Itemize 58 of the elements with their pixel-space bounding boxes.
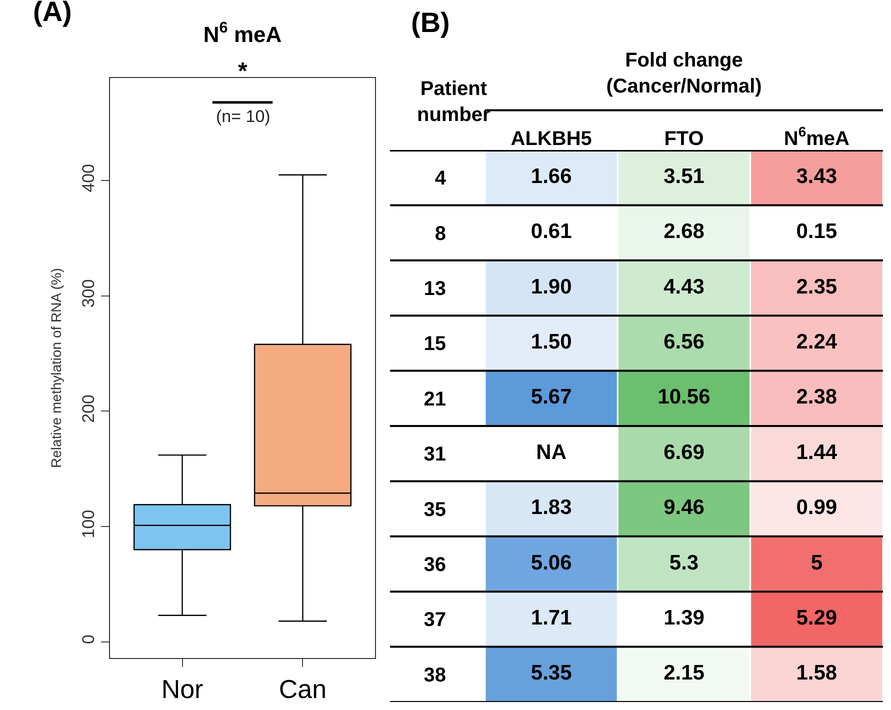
x-tick-label: ALKBH5 [510, 128, 592, 150]
x-tick-label: Nor [161, 674, 204, 704]
data-label: 2.68 [664, 220, 705, 244]
data-label: 10.56 [658, 386, 710, 409]
y-tick-label: 38 [424, 664, 446, 686]
y-tick-label: 15 [424, 333, 446, 356]
data-label: 6.69 [664, 440, 704, 464]
data-label: 9.46 [664, 496, 704, 520]
x-tick-label: Can [278, 674, 327, 704]
data-label: 1.71 [530, 606, 572, 630]
annotation: * [238, 58, 248, 85]
data-label: 5.67 [530, 386, 572, 409]
data-label: 0.99 [796, 496, 838, 520]
y-axis-title: Patient number [417, 78, 491, 126]
y-tick-label: 37 [424, 609, 446, 632]
data-label: 1.66 [530, 164, 572, 188]
x-tick-label: N$^{6}$meA [784, 124, 850, 150]
data-label: 3.51 [664, 164, 705, 188]
data-label: 5.35 [530, 662, 572, 685]
y-tick-label: 300 [79, 279, 98, 308]
y-tick-label: 13 [424, 278, 446, 300]
y-axis-title: Relative methylation of RNA (%) [48, 268, 64, 468]
data-label: 1.58 [796, 662, 838, 685]
text: (B) [411, 7, 450, 38]
data-label: 2.35 [796, 275, 838, 298]
x-tick-label: FTO [664, 128, 704, 150]
y-tick-label: 31 [424, 444, 446, 466]
y-tick-label: 0 [79, 634, 98, 644]
data-label: 1.39 [664, 606, 704, 630]
data-label: 2.38 [796, 386, 838, 409]
y-tick-label: 8 [434, 222, 446, 245]
data-label: 2.15 [664, 662, 705, 685]
y-tick-label: 4 [434, 168, 447, 190]
text: (A) [33, 0, 72, 27]
y-tick-label: 200 [79, 394, 98, 423]
data-label: 3.43 [796, 164, 838, 188]
data-label: 5 [810, 551, 823, 574]
text: NA [536, 440, 566, 464]
data-label: 0.61 [530, 220, 572, 244]
data-label: 1.44 [796, 440, 838, 464]
annotation: (n= 10) [216, 107, 270, 126]
data-label: 1.90 [530, 275, 572, 298]
y-tick-label: 35 [424, 498, 446, 521]
y-tick-label: 21 [424, 388, 446, 410]
data-label: 6.56 [664, 330, 704, 354]
data-label: 1.50 [530, 330, 572, 354]
y-tick-label: 100 [79, 510, 98, 538]
data-label: 5.3 [669, 551, 699, 574]
data-label: 4.43 [664, 275, 704, 298]
y-tick-label: 36 [424, 554, 446, 576]
data-label: 5.29 [796, 606, 838, 630]
data-label: 5.06 [530, 551, 572, 574]
data-label: 0.15 [796, 220, 838, 244]
data-label: 2.24 [796, 330, 838, 354]
y-tick-label: 400 [79, 164, 98, 192]
chart-title: Fold change (Cancer/Normal) [606, 50, 762, 98]
data-label: 1.83 [530, 496, 572, 520]
chart-title: N$^{6}$ meA [203, 20, 282, 47]
